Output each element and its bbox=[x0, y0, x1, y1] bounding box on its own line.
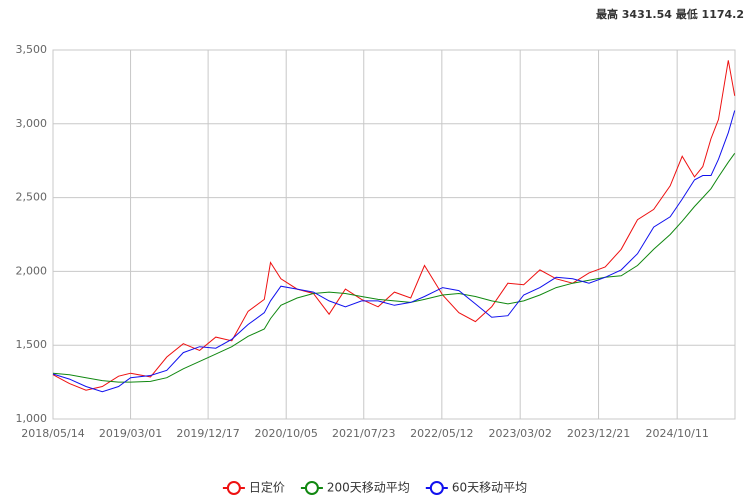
legend-label: 200天移动平均 bbox=[327, 481, 410, 495]
x-tick-label: 2018/05/14 bbox=[21, 427, 84, 440]
legend-marker bbox=[429, 481, 444, 495]
y-tick-label: 1,000 bbox=[16, 412, 48, 425]
x-tick-label: 2019/12/17 bbox=[176, 427, 239, 440]
x-tick-label: 2023/03/02 bbox=[488, 427, 551, 440]
legend-marker bbox=[226, 481, 241, 495]
y-tick-label: 2,500 bbox=[16, 191, 48, 204]
series-line bbox=[52, 110, 736, 393]
x-tick-label: 2019/03/01 bbox=[99, 427, 162, 440]
x-tick-label: 2024/10/11 bbox=[645, 427, 708, 440]
y-tick-label: 3,000 bbox=[16, 117, 48, 130]
y-tick-label: 1,500 bbox=[16, 338, 48, 351]
annotation: 最高 3431.54 最低 1174.2 bbox=[596, 7, 744, 21]
legend-marker bbox=[304, 481, 319, 495]
x-tick-label: 2023/12/21 bbox=[567, 427, 630, 440]
x-tick-label: 2021/07/23 bbox=[332, 427, 395, 440]
y-tick-label: 3,500 bbox=[16, 43, 48, 56]
series-line bbox=[52, 60, 736, 391]
x-tick-label: 2022/05/12 bbox=[410, 427, 473, 440]
y-tick-label: 2,000 bbox=[16, 264, 48, 277]
legend-label: 日定价 bbox=[249, 480, 285, 495]
series-line bbox=[52, 153, 736, 383]
x-tick-label: 2020/10/05 bbox=[254, 427, 317, 440]
legend-label: 60天移动平均 bbox=[452, 481, 527, 495]
plot-border bbox=[52, 49, 736, 420]
